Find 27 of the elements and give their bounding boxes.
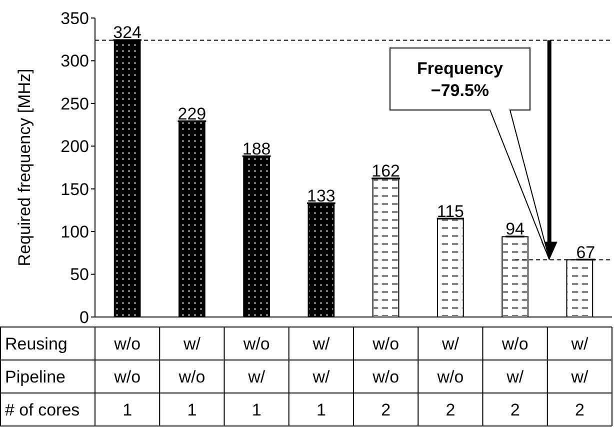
x-tick-label: w/o w/o 1	[113, 334, 141, 420]
y-tick-label: 350	[60, 8, 89, 28]
data-label: 324	[113, 23, 142, 42]
y-tick-label: 300	[60, 52, 89, 71]
data-label: 162	[372, 162, 400, 181]
data-label: 94	[506, 220, 525, 239]
annotation: Frequency −79.5%	[417, 59, 504, 100]
data-label: 188	[242, 139, 271, 158]
x-axis-title: Reusing Pipeline # of cores	[5, 334, 80, 420]
x-tick-label: w/ w/o 1	[178, 334, 206, 420]
data-label: 67	[576, 242, 596, 262]
y-tick-label: 100	[60, 222, 89, 242]
x-tick-label: w/ w/o 2	[436, 334, 464, 420]
data-label: 133	[307, 186, 336, 206]
y-tick-label: 150	[60, 180, 89, 199]
x-tick-label: w/ w/ 1	[312, 334, 330, 420]
x-tick-label: w/o w/o 2	[372, 334, 400, 420]
y-axis-title: Required frequency [MHz]	[15, 68, 34, 266]
y-tick-label: 250	[60, 94, 89, 114]
y-tick-label: 0	[80, 308, 89, 327]
y-tick-label: 200	[60, 137, 89, 156]
data-label: 115	[436, 202, 464, 221]
data-label: 229	[178, 104, 206, 124]
x-tick-label: w/ w/ 2	[570, 334, 588, 420]
y-tick-label: 50	[70, 265, 89, 284]
x-tick-label: w/o w/ 2	[500, 334, 528, 420]
x-tick-label: w/o w/ 1	[242, 334, 270, 420]
